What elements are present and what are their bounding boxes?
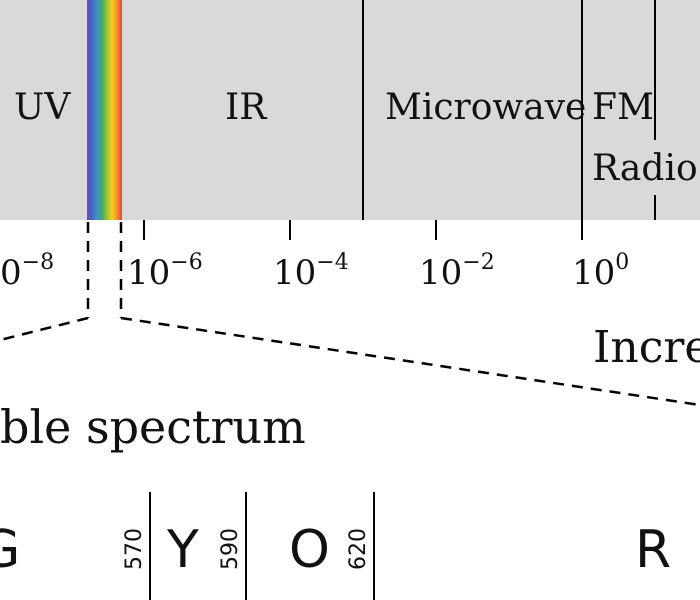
tick-exponent: −2	[462, 250, 494, 275]
colour-letter-o: O	[289, 520, 330, 580]
visible-spectrum-label: ble spectrum	[0, 400, 306, 454]
band-label-ir: IR	[225, 87, 267, 128]
axis-tick-label: 10−2	[419, 250, 495, 293]
band-label-fm: FM	[592, 87, 654, 128]
increasing-label: Incre	[593, 322, 700, 373]
colour-letter-r: R	[635, 520, 671, 580]
zoom-dash-left-diagonal	[0, 316, 89, 342]
tick-base: 10	[127, 253, 170, 293]
axis-tick-label: 0−8	[0, 250, 54, 293]
colour-letter-g: G	[0, 520, 20, 580]
band-label-radio: Radio v	[592, 148, 700, 189]
colour-letter-y: Y	[166, 520, 199, 580]
tick-exponent: −6	[170, 250, 202, 275]
axis-tick-label: 10−6	[127, 250, 203, 293]
visible-spectrum-strip	[87, 0, 122, 220]
zoom-dash-right-diagonal	[120, 316, 700, 407]
boundary-label-590: 590	[218, 528, 243, 570]
tick-exponent: −4	[316, 250, 348, 275]
tick-base: 10	[273, 253, 316, 293]
boundary-label-570: 570	[122, 528, 147, 570]
tick-base: 10	[419, 253, 462, 293]
axis-tick-label: 100	[572, 250, 629, 293]
axis-tick-label: 10−4	[273, 250, 349, 293]
band-label-microwave: Microwave	[385, 87, 586, 128]
tick-base: 10	[572, 253, 615, 293]
boundary-label-620: 620	[346, 528, 371, 570]
tick-exponent: −8	[22, 250, 54, 275]
tick-exponent: 0	[615, 250, 629, 275]
tick-base: 0	[0, 253, 22, 293]
band-label-uv: UV	[14, 87, 71, 128]
